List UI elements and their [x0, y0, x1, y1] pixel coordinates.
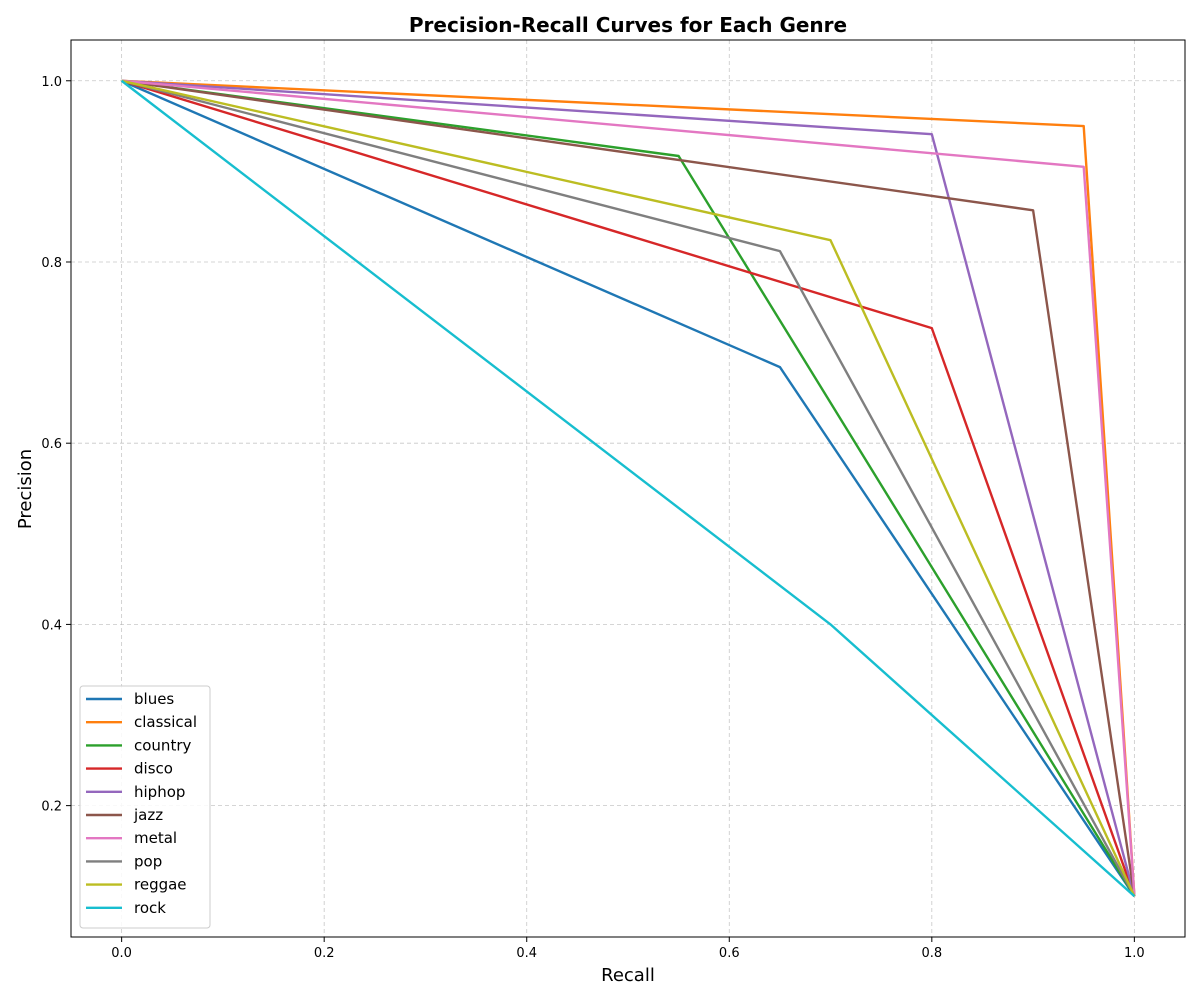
series-line-reggae: [121, 79, 1136, 897]
series-lines: [120, 79, 1136, 898]
legend-label-country: country: [134, 736, 191, 754]
plot-frame: [70, 39, 1186, 938]
series-line-country: [121, 79, 1136, 897]
chart-title: Precision-Recall Curves for Each Genre: [409, 13, 847, 37]
y-tick-label: 0.4: [41, 618, 62, 633]
legend-label-metal: metal: [134, 829, 177, 847]
y-tick-label: 0.6: [41, 437, 62, 452]
x-tick-label: 0.6: [719, 946, 740, 961]
legend-label-reggae: reggae: [134, 876, 187, 894]
legend-label-blues: blues: [134, 690, 174, 708]
series-line-pop: [121, 79, 1136, 897]
series-line-rock: [120, 79, 1136, 898]
y-axis-label: Precision: [15, 449, 36, 529]
series-line-hiphop: [121, 79, 1136, 897]
legend-label-rock: rock: [134, 899, 166, 917]
legend: blues classical country disco hiphop jazz meta…: [79, 685, 211, 929]
legend-label-disco: disco: [134, 760, 173, 778]
x-tick-label: 1.0: [1124, 946, 1145, 961]
legend-label-classical: classical: [134, 713, 197, 731]
legend-label-jazz: jazz: [133, 806, 163, 824]
series-line-blues: [121, 79, 1136, 897]
y-tick-label: 1.0: [41, 75, 62, 90]
series-line-jazz: [121, 79, 1136, 897]
y-tick-label: 0.8: [41, 256, 62, 271]
grid-lines: [71, 40, 1185, 937]
series-line-metal: [121, 79, 1136, 897]
axis-ticks: 0.0 0.2 0.4 0.6 0.8 1.0 0.2 0.4 0.6 0.8 1.0: [41, 75, 1144, 961]
y-tick-label: 0.2: [41, 800, 62, 815]
x-tick-label: 0.4: [516, 946, 537, 961]
x-tick-label: 0.8: [921, 946, 942, 961]
x-axis-label: Recall: [601, 965, 655, 986]
legend-label-hiphop: hiphop: [134, 783, 185, 801]
legend-label-pop: pop: [134, 852, 162, 870]
x-tick-label: 0.0: [111, 946, 132, 961]
x-tick-label: 0.2: [314, 946, 335, 961]
series-line-disco: [121, 79, 1136, 897]
